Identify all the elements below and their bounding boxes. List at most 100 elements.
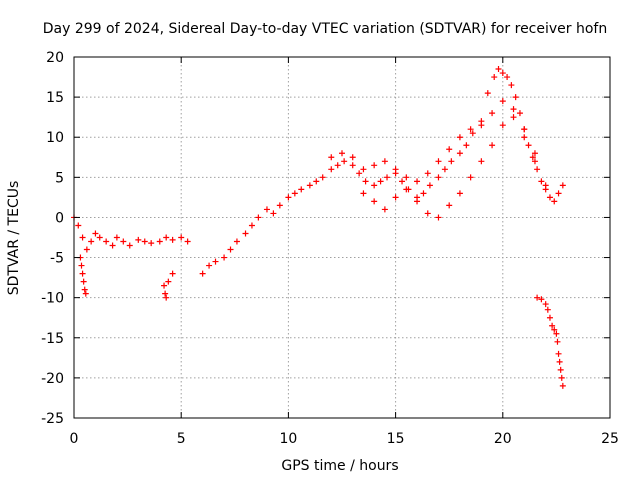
data-point [499, 122, 506, 129]
data-point [491, 74, 498, 81]
data-point [328, 166, 335, 173]
data-point [285, 194, 292, 201]
data-point [79, 270, 86, 277]
data-point [525, 142, 532, 149]
x-tick-label: 25 [601, 431, 619, 447]
data-point [456, 190, 463, 197]
data-point [96, 234, 103, 241]
data-point [92, 230, 99, 237]
data-point [165, 278, 172, 285]
series-lower-branch [360, 114, 549, 221]
chart-title: Day 299 of 2024, Sidereal Day-to-day VTE… [43, 21, 607, 37]
data-point [221, 254, 228, 261]
data-marks [71, 66, 566, 389]
data-point [83, 246, 90, 253]
data-point [551, 326, 558, 333]
data-point [403, 174, 410, 181]
data-point [456, 134, 463, 141]
data-point [521, 134, 528, 141]
data-point [113, 234, 120, 241]
y-tick-labels: -25 -20 -15 -10 -5 0 5 10 15 20 [41, 50, 64, 427]
data-point [467, 174, 474, 181]
data-point [508, 82, 515, 89]
data-point [319, 174, 326, 181]
data-point [529, 154, 536, 161]
data-point [184, 238, 191, 245]
data-point [263, 206, 270, 213]
y-tick-label: 0 [55, 210, 64, 226]
y-tick-label: 10 [46, 130, 64, 146]
data-point [463, 142, 470, 149]
data-point [446, 146, 453, 153]
data-point [456, 150, 463, 157]
data-point [339, 150, 345, 157]
data-point [448, 158, 455, 165]
data-point [467, 126, 474, 133]
data-point [178, 234, 185, 241]
data-point [478, 158, 485, 165]
axis-ticks [73, 56, 611, 419]
data-point [126, 242, 133, 249]
data-point [435, 174, 442, 181]
data-point [349, 154, 356, 161]
data-point [499, 70, 506, 77]
data-point [78, 262, 85, 269]
data-point [534, 294, 541, 301]
data-point [242, 230, 249, 237]
data-point [371, 182, 378, 189]
data-point [521, 126, 528, 133]
data-point [489, 110, 496, 117]
x-tick-label: 0 [70, 431, 79, 447]
data-point [135, 236, 142, 243]
data-point [381, 158, 388, 165]
data-point [79, 234, 86, 241]
plot-frame [73, 56, 611, 419]
series-hour-4-dip [161, 270, 176, 301]
x-axis-label: GPS time / hours [281, 458, 398, 474]
data-point [212, 258, 219, 265]
data-point [559, 382, 566, 389]
data-point [360, 166, 367, 173]
data-point [392, 166, 399, 173]
data-point [371, 162, 378, 169]
data-point [371, 198, 378, 205]
data-point [495, 66, 502, 73]
data-point [546, 314, 553, 321]
data-point [163, 294, 170, 301]
data-point [298, 186, 305, 193]
y-tick-label: -10 [41, 291, 64, 307]
data-point [81, 286, 88, 293]
y-tick-label: -15 [41, 331, 64, 347]
data-point [424, 170, 431, 177]
data-point [555, 350, 562, 357]
data-point [531, 150, 538, 157]
data-point [512, 94, 519, 101]
data-point [392, 194, 399, 201]
data-point [534, 166, 541, 173]
data-point [446, 202, 453, 209]
data-point [557, 366, 564, 373]
data-point [546, 194, 553, 201]
data-point [435, 214, 442, 221]
data-point [162, 290, 169, 297]
data-point [403, 186, 410, 193]
data-point [478, 122, 485, 129]
data-point [555, 190, 562, 197]
series-upper-branch [328, 98, 538, 185]
data-point [504, 74, 511, 81]
data-point [360, 190, 367, 197]
y-tick-label: 15 [46, 90, 64, 106]
data-point [435, 158, 442, 165]
x-tick-label: 5 [177, 431, 186, 447]
data-point [255, 214, 262, 221]
data-point [510, 106, 517, 113]
grid-layer [74, 57, 610, 418]
data-point [424, 210, 431, 217]
data-point [510, 114, 517, 121]
data-point [554, 338, 561, 345]
data-point [120, 238, 127, 245]
data-point [80, 278, 87, 285]
data-point [414, 178, 421, 185]
data-point [270, 210, 277, 217]
